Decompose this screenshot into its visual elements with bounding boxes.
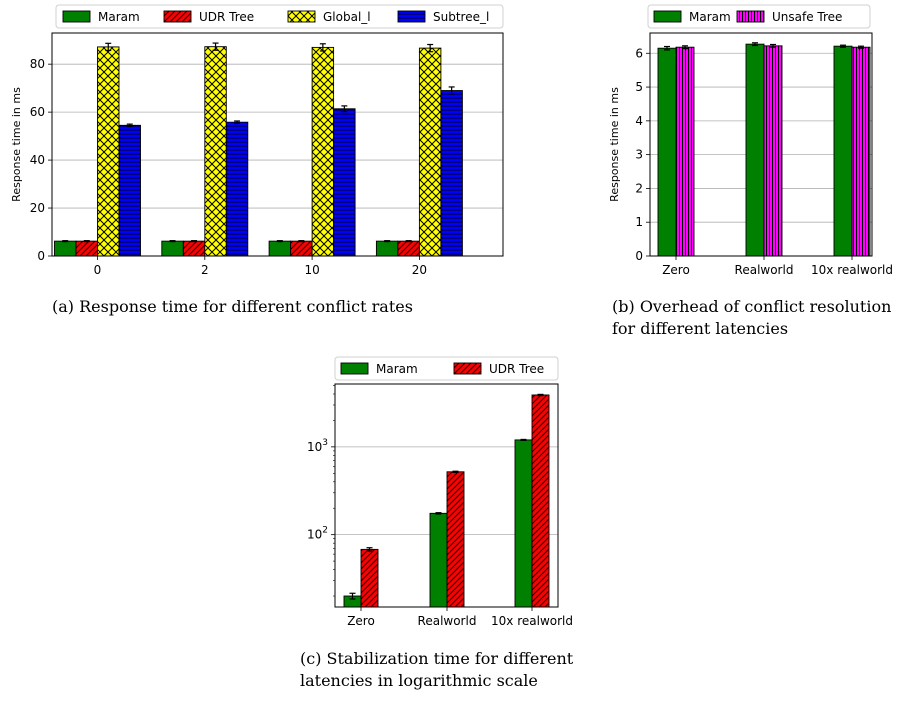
bar-hatch <box>676 47 694 256</box>
y-tick-label: 0 <box>635 249 643 263</box>
bar-maram <box>268 240 292 257</box>
y-tick-label: 20 <box>30 201 45 215</box>
bar-maram <box>514 439 533 608</box>
bar-hatch <box>397 241 420 256</box>
legend-label: UDR Tree <box>199 10 254 24</box>
legend-label: Maram <box>98 10 140 24</box>
y-axis-label: Response time in ms <box>10 87 23 202</box>
bar-hatch <box>204 46 227 257</box>
x-tick-label: 2 <box>201 263 209 277</box>
y-tick-label: 1 <box>635 215 643 229</box>
legend-swatch <box>62 10 91 23</box>
bar-hatch <box>447 471 464 607</box>
bar-hatch <box>97 46 119 256</box>
plot-frame <box>334 383 559 608</box>
legend-swatch <box>340 362 369 375</box>
legend-swatch-hatch <box>164 11 191 22</box>
caption-c: (c) Stabilization time for different lat… <box>300 649 574 690</box>
bar-hatch <box>852 47 870 256</box>
y-tick-label: 5 <box>635 80 643 94</box>
bar-hatch <box>119 125 141 257</box>
bar-maram <box>833 45 853 257</box>
legend-label: Unsafe Tree <box>772 10 842 24</box>
bar-hatch <box>333 108 356 257</box>
legend-swatch-hatch <box>398 11 425 22</box>
x-tick-label: Zero <box>662 263 690 277</box>
bar-hatch <box>440 90 463 256</box>
y-tick-label: 103 <box>307 438 328 454</box>
y-axis-label: Response time in ms <box>608 87 621 202</box>
caption-b: (b) Overhead of conflict resolution for … <box>612 297 892 338</box>
legend-label: Maram <box>376 362 418 376</box>
bar-hatch <box>361 549 378 607</box>
bar-hatch <box>183 241 205 256</box>
y-tick-label: 60 <box>30 105 45 119</box>
y-tick-label: 2 <box>635 181 643 195</box>
bar-maram <box>745 43 765 257</box>
legend-label: Global_l <box>323 10 371 24</box>
legend-box <box>334 356 559 381</box>
y-tick-label: 3 <box>635 148 643 162</box>
y-tick-label: 80 <box>30 57 45 71</box>
x-tick-label: 20 <box>412 263 427 277</box>
plot-frame <box>649 32 873 257</box>
legend-swatch-hatch <box>454 363 481 374</box>
chart-a: 0 20 40 60 80 0 2 10 20 Response time in ms Maram U… <box>10 4 504 277</box>
x-tick-label: Realworld <box>735 263 794 277</box>
chart-b: 0 1 2 3 4 5 6 Zero Realworld 10x realworld Respons… <box>608 4 893 277</box>
bar-maram <box>161 240 184 257</box>
y-tick-label: 102 <box>307 526 328 542</box>
y-tick-label: 0 <box>37 249 45 263</box>
x-tick-label: 10x realworld <box>811 263 893 277</box>
x-tick-label: Zero <box>347 614 375 628</box>
x-tick-label: 10 <box>304 263 319 277</box>
bar-hatch <box>312 47 334 256</box>
x-tick-label: 0 <box>94 263 102 277</box>
y-tick-label: 4 <box>635 114 643 128</box>
bar-maram <box>657 47 677 257</box>
bar-hatch <box>76 241 98 256</box>
legend-label: Subtree_l <box>433 10 489 24</box>
x-tick-label: Realworld <box>418 614 477 628</box>
bar-hatch <box>226 122 248 256</box>
chart-c: 102 103 Zero Realworld 10x realworld Maram UDR… <box>307 356 573 628</box>
bar-hatch <box>764 45 782 257</box>
bar-hatch <box>419 48 441 257</box>
x-tick-label: 10x realworld <box>491 614 573 628</box>
legend-swatch <box>653 10 682 23</box>
bar-hatch <box>532 394 549 607</box>
legend-swatch-hatch <box>288 11 315 22</box>
plot-frame <box>51 32 504 257</box>
bar-maram <box>54 240 77 257</box>
y-tick-label: 40 <box>30 153 45 167</box>
legend-label: UDR Tree <box>489 362 544 376</box>
y-tick-label: 6 <box>635 46 643 60</box>
bar-hatch <box>290 241 313 256</box>
caption-a: (a) Response time for different conflict… <box>52 297 413 316</box>
legend-label: Maram <box>689 10 731 24</box>
bar-maram <box>375 240 399 257</box>
legend-swatch-hatch <box>737 11 764 22</box>
bar-maram <box>429 512 448 608</box>
